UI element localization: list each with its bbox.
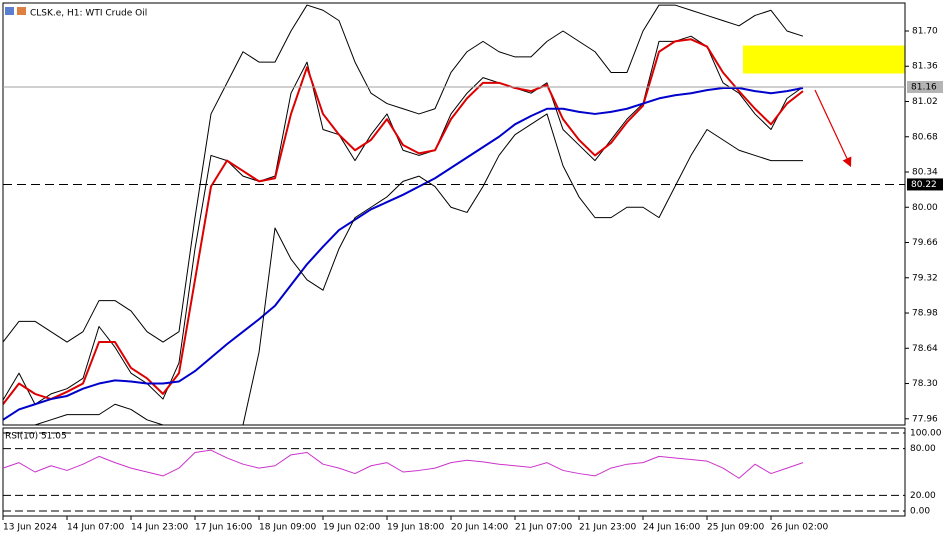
y-tick-label: 81.36 <box>912 62 938 72</box>
price-label-box <box>907 178 943 191</box>
x-tick-label: 25 Jun 09:00 <box>707 523 764 533</box>
y-tick-label: 81.02 <box>912 97 938 107</box>
x-tick-label: 19 Jun 02:00 <box>323 523 380 533</box>
rsi-panel <box>2 427 906 517</box>
y-tick-label: 80.00 <box>910 444 936 454</box>
price-line-series <box>3 113 803 425</box>
y-tick-label: 78.98 <box>912 309 938 319</box>
price-line-series <box>3 35 804 405</box>
x-tick-label: 17 Jun 16:00 <box>195 523 252 533</box>
main-panel <box>2 2 906 426</box>
toolbar-icons <box>5 7 26 15</box>
x-tick-label: 21 Jun 23:00 <box>579 523 636 533</box>
chart-title: CLSK.e, H1: WTI Crude Oil <box>30 9 147 19</box>
y-tick-label: 100.00 <box>910 429 942 439</box>
x-tick-label: 19 Jun 18:00 <box>387 523 444 533</box>
y-tick-label: 80.68 <box>912 132 938 142</box>
x-tick-label: 21 Jun 07:00 <box>515 523 572 533</box>
y-tick-label: 80.00 <box>912 203 938 213</box>
forecast-arrow <box>814 89 852 168</box>
price-label: 80.22 <box>911 180 937 190</box>
y-tick-label: 78.30 <box>912 379 938 389</box>
x-tick-label: 18 Jun 09:00 <box>259 523 316 533</box>
x-tick-label: 24 Jun 16:00 <box>643 523 700 533</box>
y-tick-label: 79.32 <box>912 273 938 283</box>
price-line-series <box>3 87 804 421</box>
y-tick-label: 81.70 <box>912 26 938 36</box>
x-tick-label: 20 Jun 14:00 <box>451 523 508 533</box>
y-tick-label: 80.34 <box>912 168 938 178</box>
price-label: 81.16 <box>911 82 937 92</box>
y-tick-label: 0.00 <box>910 507 930 517</box>
price-line-series <box>3 4 804 343</box>
x-tick-label: 14 Jun 07:00 <box>67 523 124 533</box>
price-label-box <box>907 80 943 93</box>
y-tick-label: 77.96 <box>912 414 938 424</box>
target-zone <box>743 45 905 74</box>
x-tick-label: 14 Jun 23:00 <box>131 523 188 533</box>
y-tick-label: 79.66 <box>912 238 938 248</box>
y-tick-label: 20.00 <box>910 491 936 501</box>
rsi-line <box>2 449 804 479</box>
x-tick-label: 13 Jun 2024 <box>3 523 57 533</box>
rsi-title: RSI(10) 51.05 <box>5 432 67 442</box>
y-tick-label: 78.64 <box>912 344 938 354</box>
price-line-series <box>3 38 804 405</box>
x-tick-label: 26 Jun 02:00 <box>771 523 828 533</box>
